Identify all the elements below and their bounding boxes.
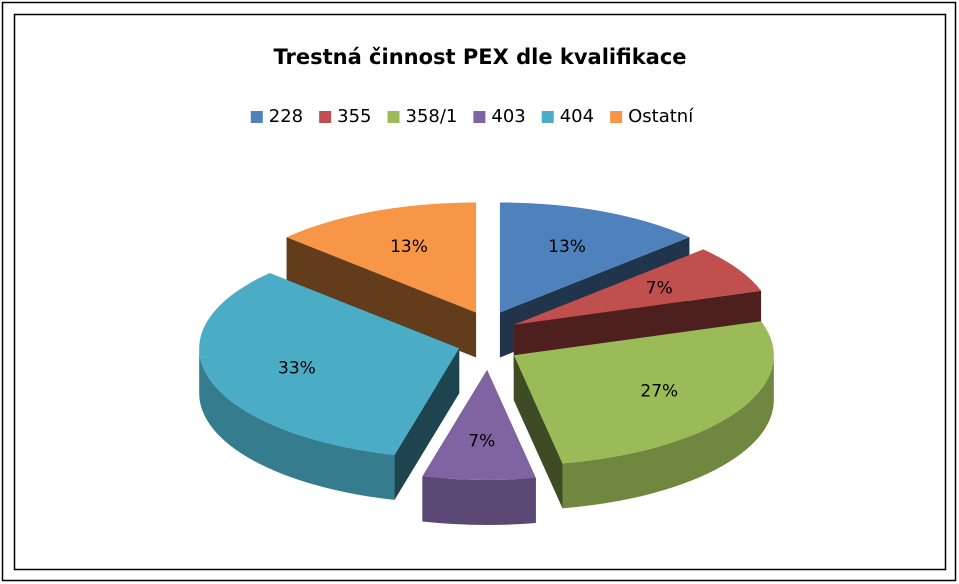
chart-title: Trestná činnost PEX dle kvalifikace xyxy=(273,45,686,69)
slice-top xyxy=(499,202,690,313)
legend-swatch xyxy=(250,111,263,123)
legend-swatch xyxy=(610,111,623,123)
pie-slice xyxy=(286,202,477,358)
legend-label: 404 xyxy=(560,106,594,127)
legend-swatch xyxy=(473,111,486,123)
slice-top xyxy=(513,321,774,464)
inner-frame xyxy=(13,13,947,571)
legend-label: 355 xyxy=(337,106,371,127)
pie-slice xyxy=(199,273,460,500)
data-label: 33% xyxy=(278,358,316,378)
slice-top xyxy=(513,249,762,325)
slice-top xyxy=(422,369,536,480)
data-label: 7% xyxy=(646,278,673,298)
data-label: 13% xyxy=(548,237,586,257)
slice-top xyxy=(199,273,460,455)
data-label: 27% xyxy=(640,382,678,402)
slice-wall xyxy=(562,355,774,509)
legend-swatch xyxy=(319,111,332,123)
data-label: 13% xyxy=(390,237,428,257)
slice-side xyxy=(286,237,477,358)
slice-top xyxy=(286,202,477,313)
pie-slice xyxy=(422,369,536,525)
legend-label: 228 xyxy=(269,106,303,127)
legend-label: Ostatní xyxy=(628,106,694,127)
pie-slice xyxy=(513,321,774,509)
slice-wall xyxy=(422,476,536,525)
legend: 228 355 358/1 403 404 Ostatní xyxy=(250,106,694,127)
legend-label: 358/1 xyxy=(406,106,458,127)
legend-swatch xyxy=(541,111,554,123)
data-label: 7% xyxy=(468,431,495,451)
slice-wall xyxy=(199,348,395,500)
legend-label: 403 xyxy=(491,106,525,127)
legend-swatch xyxy=(387,111,400,123)
slice-side xyxy=(513,355,563,509)
